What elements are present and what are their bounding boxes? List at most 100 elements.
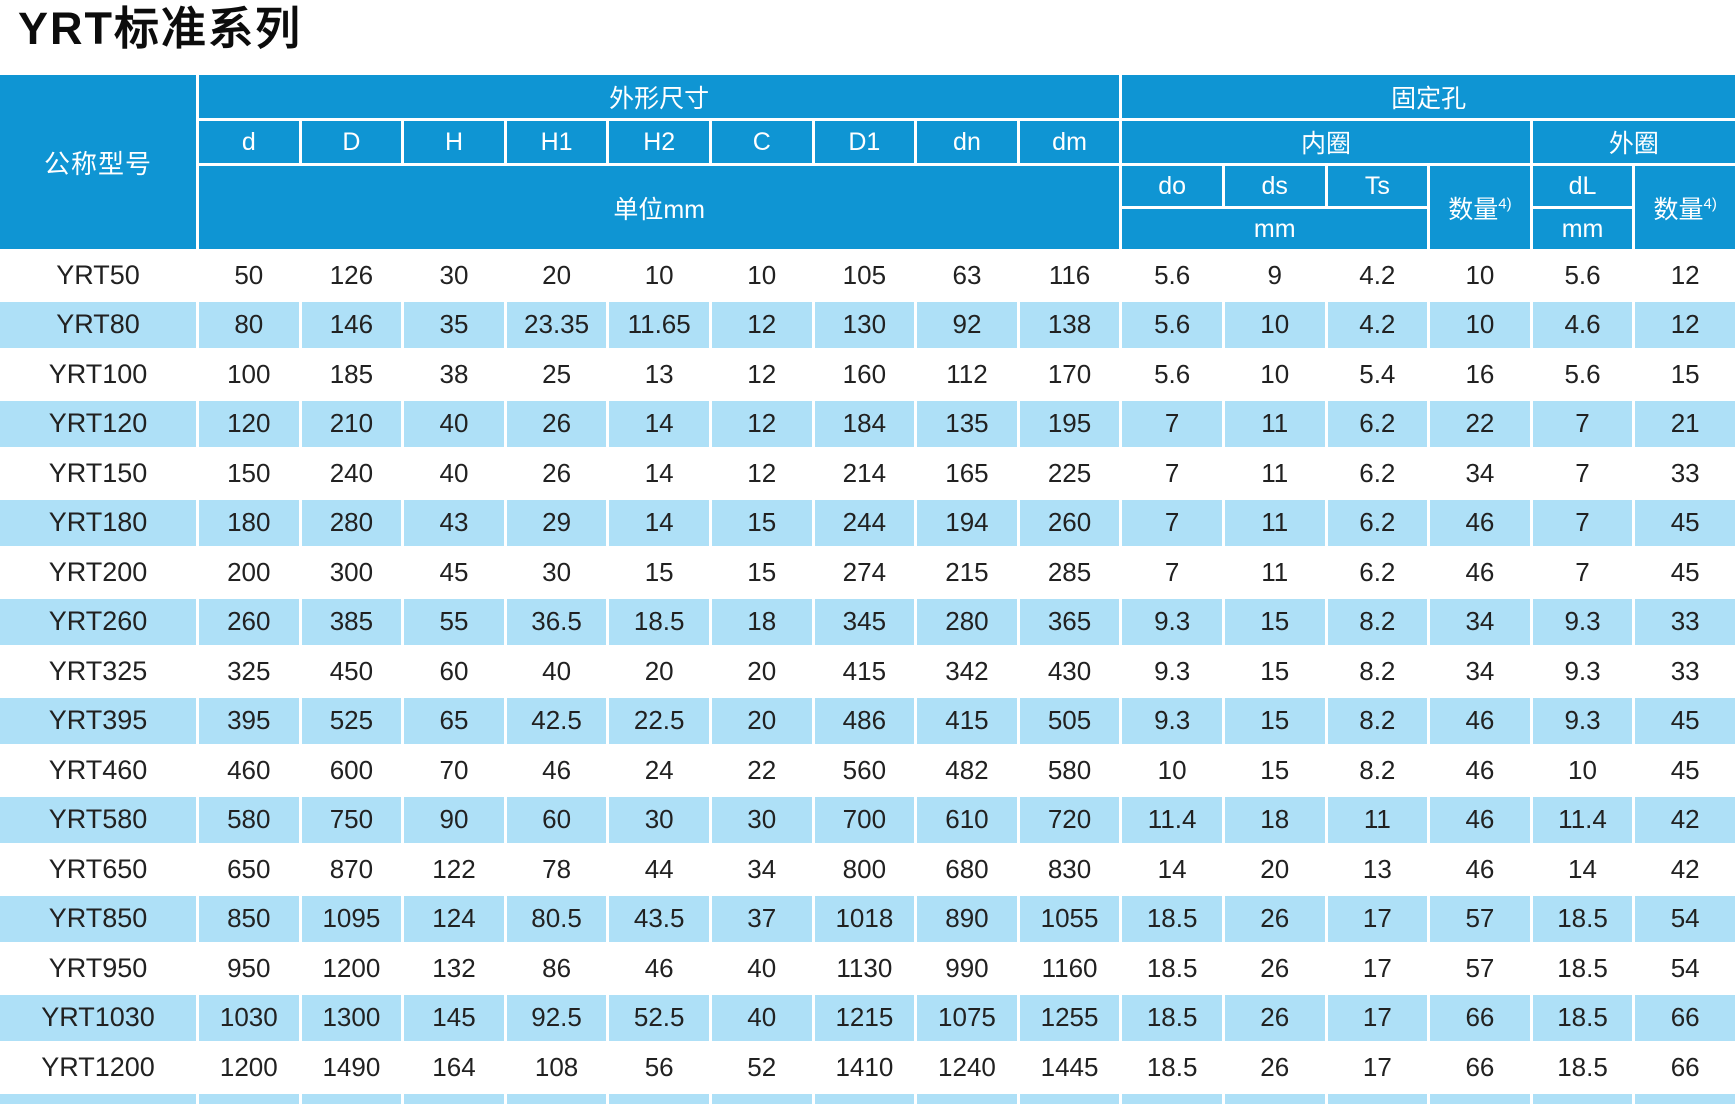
- value-cell: 46: [1430, 846, 1530, 893]
- table-row: YRT260 260 385 55 36.5 18.5 18 345 280 365 9.3 15 8.…: [0, 598, 1735, 645]
- value-cell: 430: [1019, 648, 1120, 695]
- qty-footnote-marker: 4): [1498, 195, 1512, 213]
- model-cell: YRT50: [0, 252, 196, 299]
- value-cell: 11: [1327, 796, 1428, 843]
- value-cell: 18.5: [1122, 1044, 1222, 1091]
- value-cell: 1095: [301, 895, 402, 942]
- value-cell: 18.5: [1532, 945, 1633, 992]
- header-model: 公称型号: [0, 75, 196, 249]
- value-cell: 15: [711, 499, 812, 546]
- value-cell: 4.2: [1327, 252, 1428, 299]
- value-cell: 1200: [199, 1044, 299, 1091]
- value-cell: 40: [404, 450, 504, 497]
- value-cell: 610: [917, 796, 1017, 843]
- value-cell: 7: [1532, 549, 1633, 596]
- model-cell: YRT1030: [0, 994, 196, 1041]
- value-cell: 210: [301, 400, 402, 447]
- value-cell: 17: [1327, 945, 1428, 992]
- value-cell: 680: [917, 846, 1017, 893]
- value-cell: 78: [506, 846, 607, 893]
- value-cell: 215: [917, 549, 1017, 596]
- value-cell: 23.35: [506, 301, 607, 348]
- value-cell: 280: [301, 499, 402, 546]
- table-row: YRT1200 1200 1490 164 108 56 52 1410 1240 1445 18.…: [0, 1044, 1735, 1091]
- value-cell: 385: [301, 598, 402, 645]
- value-cell: 700: [814, 796, 915, 843]
- value-cell: 10: [1430, 252, 1530, 299]
- model-cell: YRT1200: [0, 1044, 196, 1091]
- value-cell: 66: [1635, 1044, 1735, 1091]
- value-cell: 11.4: [1532, 796, 1633, 843]
- value-cell: 14: [609, 499, 709, 546]
- value-cell: 14: [609, 400, 709, 447]
- value-cell: 890: [917, 895, 1017, 942]
- value-cell: 26: [1224, 994, 1325, 1041]
- value-cell: 86: [506, 945, 607, 992]
- table-row: YRT460 460 600 70 46 24 22 560 482 580 10 15 8.2 46 10…: [0, 747, 1735, 794]
- value-cell: 214: [814, 450, 915, 497]
- value-cell: 132: [404, 945, 504, 992]
- value-cell: 26: [506, 400, 607, 447]
- table-header: 公称型号 外形尺寸 固定孔 d D H H1 H2 C D1 dn dm 内圈 …: [0, 75, 1735, 249]
- value-cell: 108: [506, 1044, 607, 1091]
- value-cell: 34: [1430, 648, 1530, 695]
- value-cell: 45: [404, 549, 504, 596]
- value-cell: 18.5: [609, 598, 709, 645]
- value-cell: 36.5: [506, 598, 607, 645]
- value-cell: [0, 1093, 196, 1104]
- value-cell: 8.2: [1327, 697, 1428, 744]
- value-cell: 34: [1430, 598, 1530, 645]
- header-holes-group: 固定孔: [1122, 75, 1735, 118]
- value-cell: 42: [1635, 796, 1735, 843]
- value-cell: 11: [1224, 400, 1325, 447]
- value-cell: 90: [404, 796, 504, 843]
- value-cell: 285: [1019, 549, 1120, 596]
- header-inner-mm-unit: mm: [1122, 209, 1428, 249]
- value-cell: 260: [199, 598, 299, 645]
- header-col-H: H: [404, 121, 504, 163]
- value-cell: [199, 1093, 299, 1104]
- qty-footnote-marker: 4): [1703, 195, 1717, 213]
- value-cell: 830: [1019, 846, 1120, 893]
- table-row: YRT50 50 126 30 20 10 10 105 63 116 5.6 9 4.2 10 5.6 12: [0, 252, 1735, 299]
- table-row: YRT120 120 210 40 26 14 12 184 135 195 7 11 6.2 22 7 21: [0, 400, 1735, 447]
- value-cell: 1215: [814, 994, 915, 1041]
- value-cell: 525: [301, 697, 402, 744]
- value-cell: 180: [199, 499, 299, 546]
- header-row-subcolumns: 单位mm do ds Ts 数量4) dL 数量4): [0, 166, 1735, 249]
- value-cell: 12: [711, 351, 812, 398]
- table-row: YRT180 180 280 43 29 14 15 244 194 260 7 11 6.2 46 7 45: [0, 499, 1735, 546]
- value-cell: 30: [711, 796, 812, 843]
- value-cell: 46: [1430, 549, 1530, 596]
- header-col-Ts: Ts: [1327, 166, 1428, 206]
- header-col-ds: ds: [1224, 166, 1325, 206]
- value-cell: 11.4: [1122, 796, 1222, 843]
- value-cell: 34: [1430, 450, 1530, 497]
- header-col-qty-outer: 数量4): [1635, 166, 1735, 249]
- value-cell: 65: [404, 697, 504, 744]
- value-cell: 9.3: [1122, 697, 1222, 744]
- value-cell: 34: [711, 846, 812, 893]
- value-cell: 66: [1635, 994, 1735, 1041]
- table-row: YRT950 950 1200 132 86 46 40 1130 990 1160 18.5 26 1…: [0, 945, 1735, 992]
- value-cell: 26: [1224, 945, 1325, 992]
- value-cell: 365: [1019, 598, 1120, 645]
- value-cell: 1410: [814, 1044, 915, 1091]
- value-cell: 1030: [199, 994, 299, 1041]
- value-cell: 580: [1019, 747, 1120, 794]
- value-cell: 105: [814, 252, 915, 299]
- value-cell: 92: [917, 301, 1017, 348]
- value-cell: 145: [404, 994, 504, 1041]
- value-cell: 195: [1019, 400, 1120, 447]
- value-cell: 870: [301, 846, 402, 893]
- value-cell: 17: [1327, 1044, 1428, 1091]
- value-cell: 4.2: [1327, 301, 1428, 348]
- value-cell: 560: [814, 747, 915, 794]
- value-cell: 92.5: [506, 994, 607, 1041]
- value-cell: 18.5: [1532, 1044, 1633, 1091]
- header-col-d: d: [199, 121, 299, 163]
- value-cell: 38: [404, 351, 504, 398]
- value-cell: [1635, 1093, 1735, 1104]
- value-cell: 37: [711, 895, 812, 942]
